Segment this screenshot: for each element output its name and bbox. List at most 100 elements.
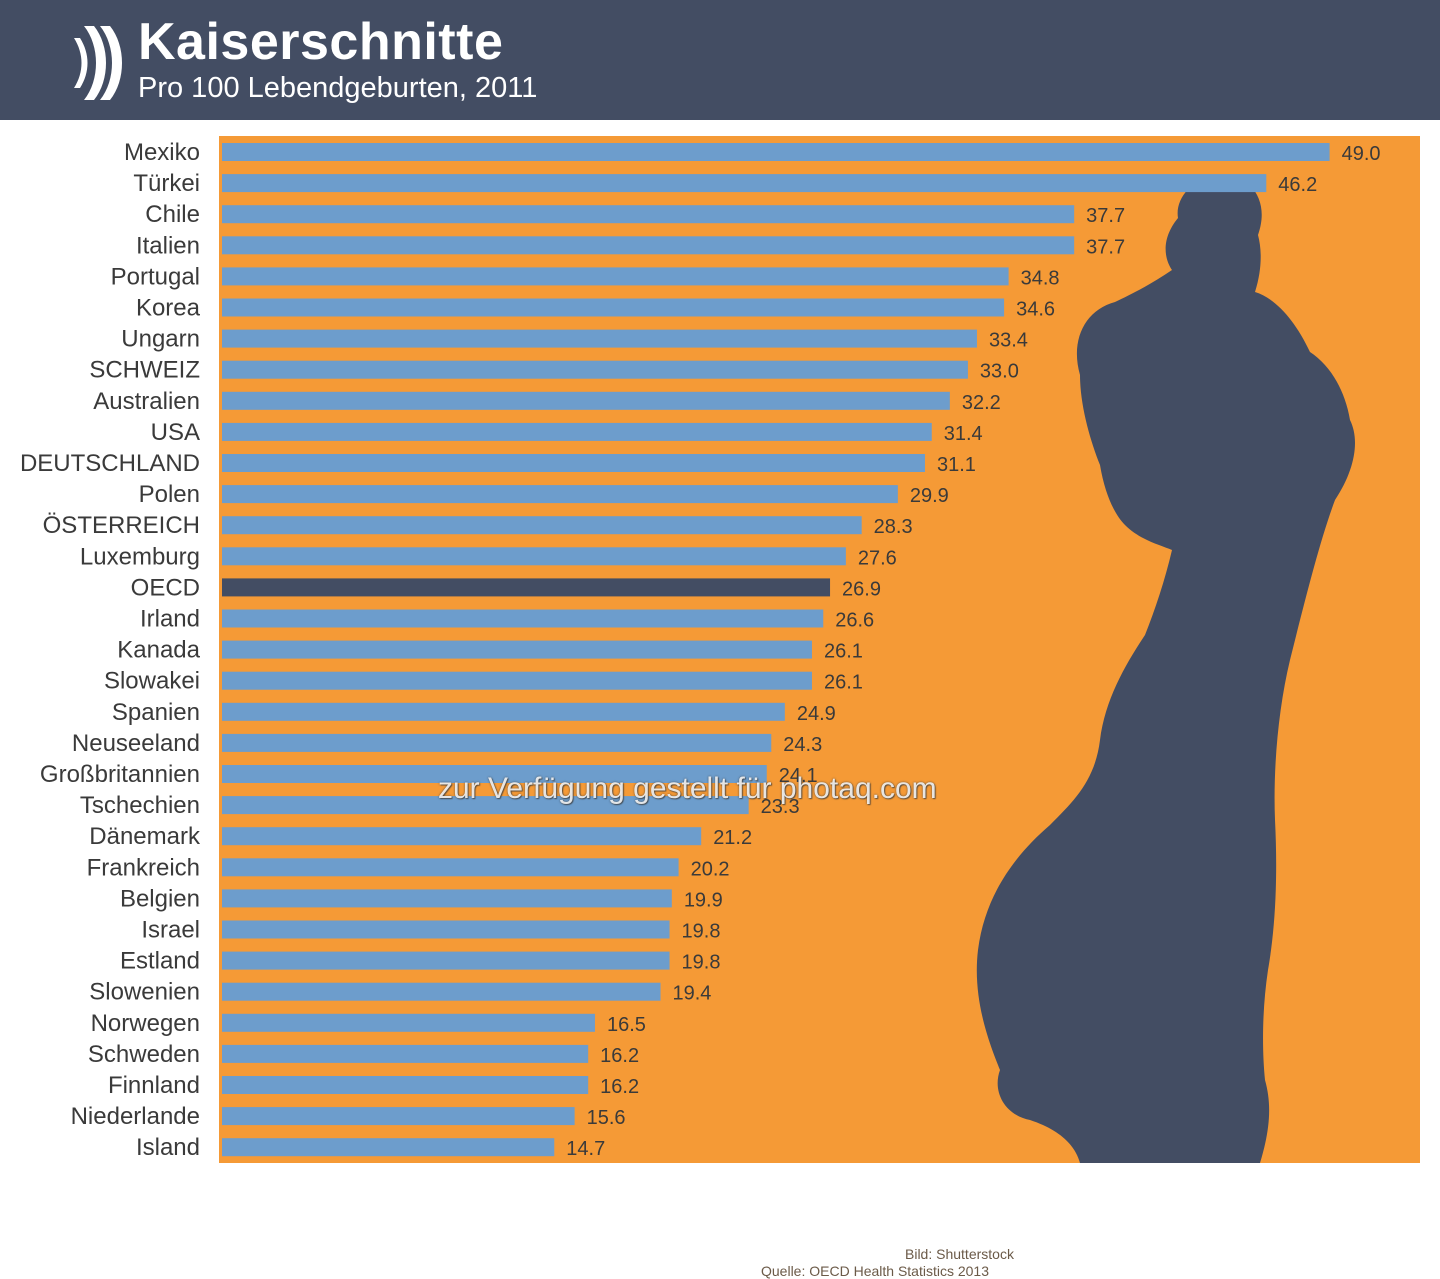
category-label: ÖSTERREICH xyxy=(43,512,200,539)
value-label: 14.7 xyxy=(566,1138,605,1160)
category-label: Island xyxy=(136,1134,200,1161)
category-label: OECD xyxy=(131,574,200,601)
category-label: Korea xyxy=(136,295,201,322)
category-label: Luxemburg xyxy=(80,543,200,570)
bar-luxemburg xyxy=(222,547,846,566)
header-inner: Kaiserschnitte Pro 100 Lebendgeburten, 2… xyxy=(6,0,1434,120)
chart-subtitle: Pro 100 Lebendgeburten, 2011 xyxy=(138,72,538,104)
value-label: 27.6 xyxy=(858,547,897,569)
bar--sterreich xyxy=(222,516,862,535)
bar-frankreich xyxy=(222,858,679,877)
category-label: Türkei xyxy=(133,170,200,197)
bar-slowakei xyxy=(222,671,812,690)
source-credit: Quelle: OECD Health Statistics 2013 xyxy=(761,1263,989,1279)
value-label: 15.6 xyxy=(587,1107,626,1129)
category-label: Spanien xyxy=(112,699,200,726)
bar-tschechien xyxy=(222,796,749,815)
bar-oecd xyxy=(222,578,831,597)
bar-usa xyxy=(222,422,932,441)
category-label: Niederlande xyxy=(71,1103,200,1130)
bar-korea xyxy=(222,298,1005,317)
bar-irland xyxy=(222,609,824,628)
category-label: Estland xyxy=(120,948,200,975)
category-label: Italien xyxy=(136,232,200,259)
bar-norwegen xyxy=(222,1013,595,1032)
category-label: Chile xyxy=(145,201,200,228)
bar-spanien xyxy=(222,702,785,721)
value-label: 19.8 xyxy=(682,921,721,943)
value-label: 26.1 xyxy=(824,672,863,694)
bar-italien xyxy=(222,236,1075,255)
value-label: 24.3 xyxy=(783,734,822,756)
category-label: Polen xyxy=(139,481,200,508)
bar-polen xyxy=(222,485,898,504)
bar-chart: Mexiko 49.0 Türkei 46.2 Chile 37.7 Italien 37.7… xyxy=(20,136,1420,1164)
bars-layer: Mexiko 49.0 Türkei 46.2 Chile 37.7 Italien 37.7… xyxy=(20,139,1381,1161)
header: Kaiserschnitte Pro 100 Lebendgeburten, 2… xyxy=(0,0,1440,120)
category-label: Neuseeland xyxy=(72,730,200,757)
category-label: Israel xyxy=(141,917,200,944)
oecd-chevrons-icon xyxy=(74,26,122,100)
bar-schweiz xyxy=(222,360,968,379)
bar-schweden xyxy=(222,1044,589,1063)
bar-mexiko xyxy=(222,143,1330,161)
value-label: 26.9 xyxy=(842,578,881,600)
value-label: 34.8 xyxy=(1021,267,1060,289)
value-label: 24.1 xyxy=(779,765,818,787)
category-label: Slowakei xyxy=(104,668,200,695)
image-credit: Bild: Shutterstock xyxy=(905,1246,1014,1262)
value-label: 37.7 xyxy=(1086,205,1125,227)
bar-israel xyxy=(222,920,670,939)
bar-ungarn xyxy=(222,329,977,348)
bar-island xyxy=(222,1138,555,1157)
value-label: 26.6 xyxy=(835,610,874,632)
category-label: Schweden xyxy=(88,1041,200,1068)
value-label: 37.7 xyxy=(1086,236,1125,258)
category-label: Großbritannien xyxy=(40,761,200,788)
category-label: Kanada xyxy=(117,637,200,664)
bar-finnland xyxy=(222,1076,589,1094)
value-label: 33.0 xyxy=(980,361,1019,383)
category-label: Portugal xyxy=(111,263,200,290)
category-label: Slowenien xyxy=(89,979,200,1006)
bar-belgien xyxy=(222,889,672,908)
watermark: zur Verfügung gestellt für photaq.com xyxy=(438,772,937,805)
bar-t-rkei xyxy=(222,174,1267,193)
bar-chile xyxy=(222,205,1075,224)
value-label: 20.2 xyxy=(691,858,730,880)
value-label: 31.1 xyxy=(937,454,976,476)
value-label: 23.3 xyxy=(761,796,800,818)
category-label: Irland xyxy=(140,606,200,633)
value-label: 16.5 xyxy=(607,1014,646,1036)
bar-deutschland xyxy=(222,454,925,472)
value-label: 19.9 xyxy=(684,889,723,911)
category-label: Frankreich xyxy=(87,854,200,881)
bar-estland xyxy=(222,951,670,970)
bar-kanada xyxy=(222,640,812,659)
value-label: 31.4 xyxy=(944,423,983,445)
category-label: Australien xyxy=(93,388,200,415)
value-label: 19.4 xyxy=(673,983,712,1005)
chart-title: Kaiserschnitte xyxy=(138,13,504,71)
bar-australien xyxy=(222,391,950,410)
category-label: Finnland xyxy=(108,1072,200,1099)
value-label: 32.2 xyxy=(962,392,1001,414)
value-label: 19.8 xyxy=(682,952,721,974)
category-label: Belgien xyxy=(120,885,200,912)
bar-niederlande xyxy=(222,1107,575,1126)
value-label: 16.2 xyxy=(600,1076,639,1098)
value-label: 29.9 xyxy=(910,485,949,507)
value-label: 16.2 xyxy=(600,1045,639,1067)
bar-neuseeland xyxy=(222,733,772,752)
category-label: SCHWEIZ xyxy=(89,357,200,384)
value-label: 24.9 xyxy=(797,703,836,725)
value-label: 46.2 xyxy=(1278,174,1317,196)
value-label: 21.2 xyxy=(713,827,752,849)
category-label: Dänemark xyxy=(89,823,201,850)
category-label: Ungarn xyxy=(121,326,200,353)
category-label: Tschechien xyxy=(80,792,200,819)
value-label: 26.1 xyxy=(824,641,863,663)
value-label: 28.3 xyxy=(874,516,913,538)
bar-d-nemark xyxy=(222,827,702,846)
category-label: DEUTSCHLAND xyxy=(20,450,200,477)
